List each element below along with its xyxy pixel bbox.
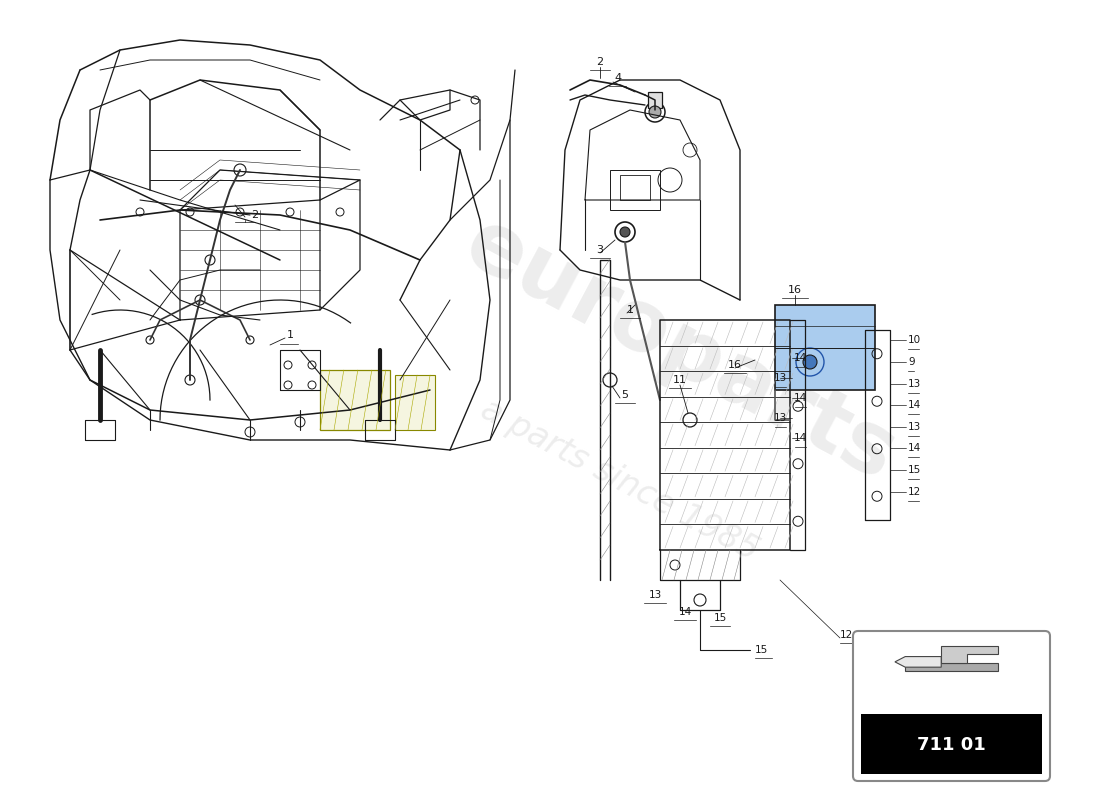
- Text: 14: 14: [793, 393, 806, 403]
- Text: 13: 13: [648, 590, 661, 600]
- Text: 1: 1: [627, 305, 634, 315]
- Bar: [620, 175, 650, 200]
- Text: 1: 1: [286, 330, 294, 340]
- Text: 13: 13: [773, 413, 786, 423]
- Text: 11: 11: [673, 375, 688, 385]
- Text: 14: 14: [793, 433, 806, 443]
- Text: 9: 9: [908, 357, 914, 367]
- Text: 13: 13: [908, 422, 922, 432]
- Text: 2: 2: [596, 57, 604, 67]
- Text: 13: 13: [908, 379, 922, 389]
- Text: 3: 3: [596, 245, 604, 255]
- Bar: [861, 714, 1042, 774]
- Text: a parts since 1985: a parts since 1985: [475, 393, 764, 567]
- Text: 15: 15: [714, 613, 727, 623]
- Text: 2: 2: [252, 210, 258, 220]
- Text: 5: 5: [621, 390, 628, 400]
- Circle shape: [620, 227, 630, 237]
- Text: 10: 10: [908, 335, 921, 345]
- Circle shape: [649, 106, 661, 118]
- Text: 14: 14: [793, 353, 806, 363]
- Text: 12: 12: [840, 630, 854, 640]
- Text: 4: 4: [615, 73, 622, 83]
- Text: 14: 14: [679, 607, 692, 617]
- Bar: [395, 375, 434, 430]
- Text: 12: 12: [908, 487, 922, 497]
- Text: 16: 16: [788, 285, 802, 295]
- Text: 16: 16: [728, 360, 743, 370]
- Polygon shape: [905, 663, 998, 671]
- Bar: [610, 170, 660, 210]
- Text: 15: 15: [755, 645, 768, 655]
- Bar: [320, 370, 390, 430]
- Polygon shape: [942, 646, 998, 663]
- Text: 14: 14: [908, 443, 922, 453]
- Bar: [648, 92, 662, 108]
- Text: 711 01: 711 01: [917, 736, 986, 754]
- Polygon shape: [895, 657, 942, 667]
- Text: 14: 14: [908, 400, 922, 410]
- Text: europarts: europarts: [450, 202, 910, 498]
- Text: 13: 13: [773, 373, 786, 383]
- FancyBboxPatch shape: [852, 631, 1050, 781]
- Bar: [776, 305, 875, 390]
- Circle shape: [803, 355, 817, 369]
- Text: 15: 15: [908, 465, 922, 475]
